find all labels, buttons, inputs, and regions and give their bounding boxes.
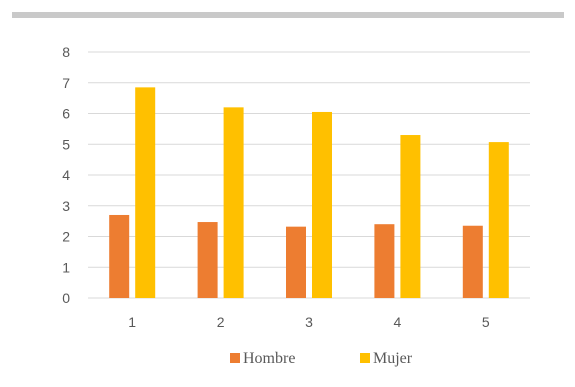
top-divider xyxy=(12,12,564,18)
legend-swatch-hombre xyxy=(230,353,240,363)
y-tick-label: 6 xyxy=(62,106,70,122)
bar-hombre-3 xyxy=(286,226,306,298)
bar-hombre-4 xyxy=(374,224,395,298)
x-tick-label: 2 xyxy=(217,314,225,330)
y-tick-label: 5 xyxy=(62,136,70,152)
x-tick-label: 1 xyxy=(128,314,136,330)
bar-mujer-2 xyxy=(223,107,244,298)
x-axis-tick-labels: 1 2 3 4 5 xyxy=(128,314,490,330)
x-tick-label: 4 xyxy=(394,314,402,330)
legend-label-hombre: Hombre xyxy=(243,350,295,367)
legend-swatch-mujer xyxy=(360,353,370,363)
y-tick-label: 2 xyxy=(62,229,70,245)
bar-hombre-5 xyxy=(462,225,483,298)
bar-mujer-3 xyxy=(312,111,332,299)
bar-mujer-5 xyxy=(488,142,509,298)
gridlines xyxy=(88,51,530,299)
x-tick-label: 3 xyxy=(305,314,313,330)
y-tick-label: 3 xyxy=(62,198,70,214)
bar-hombre-2 xyxy=(197,222,218,298)
y-tick-label: 1 xyxy=(62,259,70,275)
bars xyxy=(109,87,509,299)
legend: Hombre Mujer xyxy=(230,350,413,367)
y-tick-label: 4 xyxy=(62,167,70,183)
bar-mujer-4 xyxy=(400,135,421,298)
x-tick-label: 5 xyxy=(482,314,490,330)
legend-label-mujer: Mujer xyxy=(373,350,413,367)
y-axis-tick-labels: 0 1 2 3 4 5 6 7 8 xyxy=(62,44,70,306)
bar-mujer-1 xyxy=(135,87,156,298)
y-tick-label: 8 xyxy=(62,44,70,60)
y-tick-label: 0 xyxy=(62,290,70,306)
y-tick-label: 7 xyxy=(62,75,70,91)
bar-hombre-1 xyxy=(109,214,130,298)
